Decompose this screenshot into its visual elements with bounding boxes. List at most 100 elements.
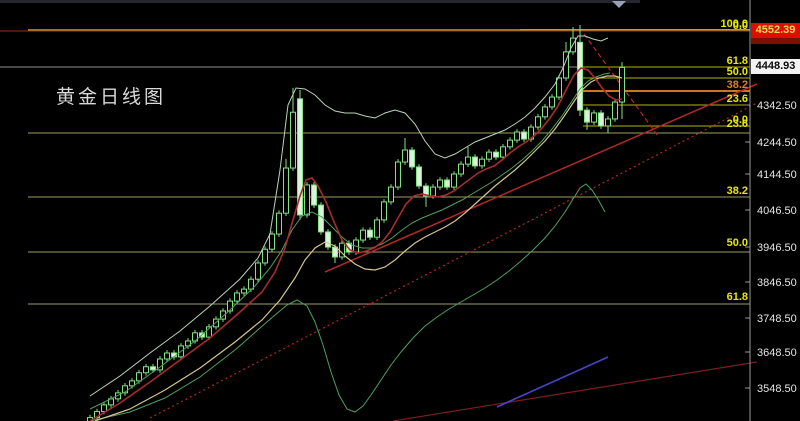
fib-major-label: 50.0 (727, 237, 748, 249)
candle-body (409, 149, 415, 168)
axis-price-label: 3648.50 (757, 347, 797, 359)
fib-recent-label: 0.0 (733, 114, 748, 126)
candle-body (311, 184, 317, 206)
candle-body (549, 96, 555, 108)
candle-body (542, 106, 548, 118)
candle-body (605, 118, 611, 127)
axis-price-label: 4046.50 (757, 205, 797, 217)
fib-recent-label: 23.6 (727, 93, 748, 105)
candle-body (227, 300, 233, 312)
candle-body (395, 161, 401, 188)
bollinger-lower-band (89, 183, 606, 421)
bollinger-upper-band (89, 35, 609, 397)
fib-high-price-badge: 4552.39 (751, 23, 800, 38)
candle-body (479, 158, 485, 167)
candle-body (248, 278, 254, 290)
fib-major-label: 0.0 (733, 20, 748, 32)
candle-body (255, 262, 261, 280)
candle-body (451, 173, 457, 188)
candle-body (157, 358, 163, 371)
candle-body (332, 246, 338, 258)
candle-body (318, 204, 324, 233)
fib-major-label: 38.2 (727, 185, 748, 197)
axis-price-label: 3748.50 (757, 313, 797, 325)
candle-body (458, 163, 464, 175)
trend-line-peak-dashed (583, 33, 659, 137)
candle-body (444, 179, 450, 188)
candle-body (374, 219, 380, 238)
candle-body (577, 41, 583, 111)
candle-body (360, 229, 366, 241)
candle-body (388, 186, 394, 203)
candle-body (297, 98, 303, 216)
candle-body (290, 111, 296, 169)
candle-body (234, 292, 240, 302)
candle-body (556, 77, 562, 98)
candle-body (304, 184, 310, 216)
axis-price-label: 4144.50 (757, 169, 797, 181)
candle-body (563, 51, 569, 79)
axis-price-label: 4244.50 (757, 137, 797, 149)
axis-price-label: 4342.50 (757, 100, 797, 112)
axis-price-label: 3846.50 (757, 277, 797, 289)
bollinger-middle-band (89, 72, 611, 410)
candle-body (241, 288, 247, 294)
top-scroll-strip (0, 0, 640, 3)
trend-line-main (324, 83, 758, 273)
axis-price-label: 3548.50 (757, 383, 797, 395)
candle-body (591, 112, 597, 123)
trend-line-lower (392, 361, 758, 421)
candle-body (472, 156, 478, 167)
candle-body (164, 352, 170, 360)
fib-major-label: 23.6 (727, 118, 748, 130)
candle-body (381, 201, 387, 221)
candle-body (521, 131, 527, 140)
candle-body (514, 131, 520, 141)
fib-recent-label: 61.8 (727, 55, 748, 67)
trend-line-dotted (149, 102, 758, 419)
candle-body (535, 116, 541, 128)
candle-body (402, 149, 408, 163)
last-price-badge: 4448.93 (751, 59, 800, 74)
candle-body (325, 231, 331, 248)
candle-body (598, 112, 604, 127)
candle-body (493, 151, 499, 158)
axis-price-label: 3946.50 (757, 242, 797, 254)
candle-body (122, 385, 128, 394)
candle-body (283, 167, 289, 214)
candle-body (584, 109, 590, 123)
fib-recent-label: 100.0 (720, 18, 748, 30)
fib-major-label: 61.8 (727, 291, 748, 303)
candle-body (416, 166, 422, 187)
scroll-down-triangle-icon[interactable] (612, 1, 626, 8)
candle-body (430, 186, 436, 197)
moving-average-red (89, 67, 623, 421)
candle-body (136, 372, 142, 382)
candle-body (619, 66, 625, 103)
candle-body (507, 139, 513, 148)
candle-body (612, 101, 618, 120)
moving-average-yellow (94, 75, 623, 421)
candle-body (500, 146, 506, 158)
candle-body (367, 229, 373, 238)
candle-body (423, 185, 429, 197)
candle-body (101, 404, 107, 413)
candle-body (150, 366, 156, 371)
candle-body (206, 326, 212, 338)
candle-body (276, 212, 282, 235)
fib-recent-label: 38.2 (727, 79, 748, 91)
trend-line-blue (496, 356, 609, 408)
candle-body (220, 310, 226, 320)
candle-body (269, 233, 275, 250)
candle-body (129, 380, 135, 387)
candle-body (143, 366, 149, 374)
chart-title: 黄金日线图 (56, 87, 167, 108)
candle-body (486, 151, 492, 160)
candle-body (437, 179, 443, 188)
candle-body (465, 156, 471, 165)
fib-recent-label: 50.0 (727, 66, 748, 78)
candle-body (262, 248, 268, 264)
